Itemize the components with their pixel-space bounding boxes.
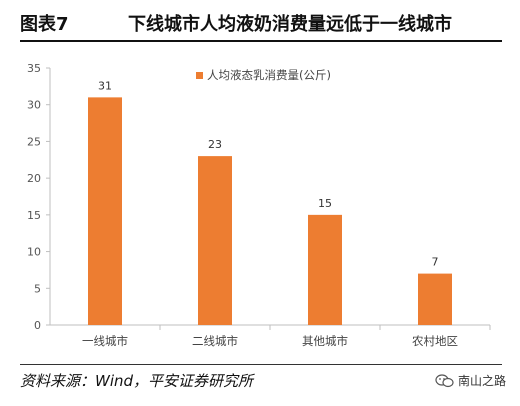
bar-1 bbox=[88, 97, 122, 325]
x-tick-label: 其他城市 bbox=[302, 334, 348, 348]
bar-chart: 0 5 10 15 20 25 30 35 31 一线城市 23 二线城市 15 其他城市 7 农村地区 人均液… bbox=[27, 62, 491, 348]
y-tick-label: 10 bbox=[27, 246, 41, 259]
y-tick-label: 0 bbox=[34, 319, 41, 332]
data-label: 31 bbox=[98, 79, 112, 92]
data-label: 15 bbox=[318, 197, 332, 210]
data-label: 23 bbox=[208, 138, 222, 151]
y-tick-label: 15 bbox=[27, 209, 41, 222]
x-tick-label: 二线城市 bbox=[192, 334, 238, 348]
y-tick-label: 25 bbox=[27, 135, 41, 148]
legend-label: 人均液态乳消费量(公斤) bbox=[207, 68, 331, 82]
x-tick-label: 一线城市 bbox=[82, 334, 128, 348]
x-tick-label: 农村地区 bbox=[412, 334, 458, 348]
title-divider bbox=[20, 40, 502, 42]
watermark: 南山之路 bbox=[435, 372, 506, 389]
legend-swatch bbox=[196, 72, 203, 79]
footer-divider bbox=[20, 364, 502, 365]
y-tick-label: 35 bbox=[27, 62, 41, 75]
y-tick-label: 5 bbox=[34, 282, 41, 295]
bar-2 bbox=[198, 156, 232, 325]
y-tick-label: 20 bbox=[27, 172, 41, 185]
y-tick-label: 30 bbox=[27, 99, 41, 112]
figure-label: 图表7 bbox=[20, 14, 69, 35]
title-row: 图表7 下线城市人均液奶消费量远低于一线城市 bbox=[20, 8, 502, 40]
wechat-icon bbox=[435, 373, 454, 387]
source-note: 资料来源：Wind，平安证券研究所 bbox=[20, 372, 254, 390]
bar-4 bbox=[418, 273, 452, 325]
watermark-text: 南山之路 bbox=[457, 374, 506, 388]
data-label: 7 bbox=[432, 256, 439, 269]
figure-title: 下线城市人均液奶消费量远低于一线城市 bbox=[128, 14, 452, 35]
bar-3 bbox=[308, 214, 342, 325]
